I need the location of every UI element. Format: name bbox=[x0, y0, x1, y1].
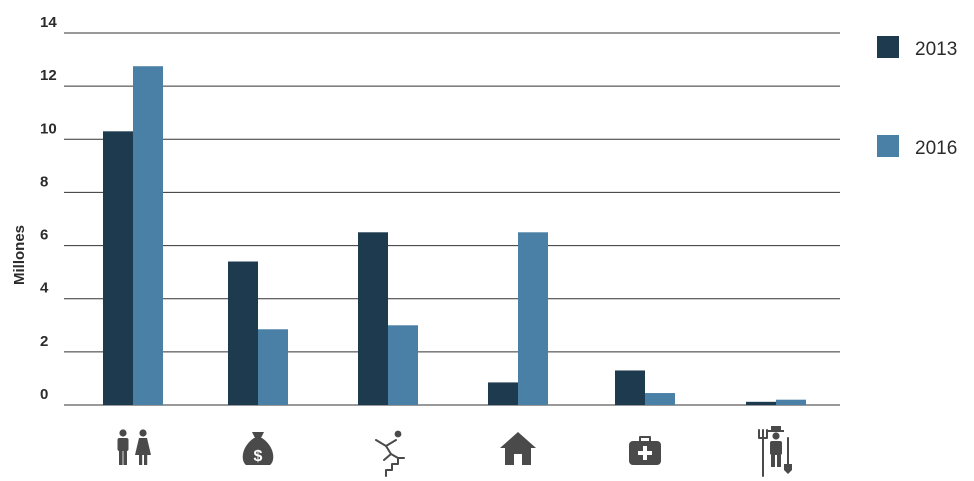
bar-2013-farmer-icon bbox=[746, 401, 776, 405]
legend-label-2013: 2013 bbox=[915, 39, 957, 60]
category-icons: $ bbox=[117, 426, 792, 477]
legend-swatch-2016 bbox=[877, 135, 899, 157]
money-bag-icon: $ bbox=[242, 432, 274, 465]
bar-2013-medical-kit-icon bbox=[615, 370, 645, 405]
bar-2016-people-icon bbox=[133, 66, 163, 405]
legend-swatch-2013 bbox=[877, 36, 899, 58]
legend: 2013 2016 bbox=[877, 36, 957, 159]
bar-2016-medical-kit-icon bbox=[645, 393, 675, 405]
legend-label-2016: 2016 bbox=[915, 138, 957, 159]
y-tick-14: 14 bbox=[40, 14, 57, 31]
bar-2016-falling-stairs-icon bbox=[388, 325, 418, 405]
falling-stairs-icon bbox=[375, 430, 405, 477]
people-icon bbox=[117, 429, 151, 465]
house-icon bbox=[500, 432, 536, 465]
bar-2016-farmer-icon bbox=[776, 399, 806, 405]
gridlines bbox=[64, 32, 840, 406]
bars bbox=[103, 66, 806, 406]
bar-2013-falling-stairs-icon bbox=[358, 232, 388, 405]
y-axis-label: Millones bbox=[11, 225, 28, 285]
bar-2013-money-bag-icon bbox=[228, 261, 258, 405]
y-tick-8: 8 bbox=[40, 173, 48, 190]
svg-text:$: $ bbox=[254, 448, 263, 465]
y-tick-10: 10 bbox=[40, 120, 57, 137]
bar-2016-house-icon bbox=[518, 232, 548, 405]
bar-2013-people-icon bbox=[103, 131, 133, 406]
y-tick-labels: 0 2 4 6 8 10 12 14 bbox=[40, 14, 57, 403]
farmer-icon bbox=[758, 426, 792, 477]
y-tick-4: 4 bbox=[40, 280, 49, 297]
bar-2016-money-bag-icon bbox=[258, 329, 288, 405]
y-tick-6: 6 bbox=[40, 227, 48, 244]
bar-2013-house-icon bbox=[488, 382, 518, 405]
y-tick-2: 2 bbox=[40, 333, 48, 350]
medical-kit-icon bbox=[629, 436, 661, 465]
y-tick-12: 12 bbox=[40, 67, 57, 84]
y-tick-0: 0 bbox=[40, 386, 48, 403]
